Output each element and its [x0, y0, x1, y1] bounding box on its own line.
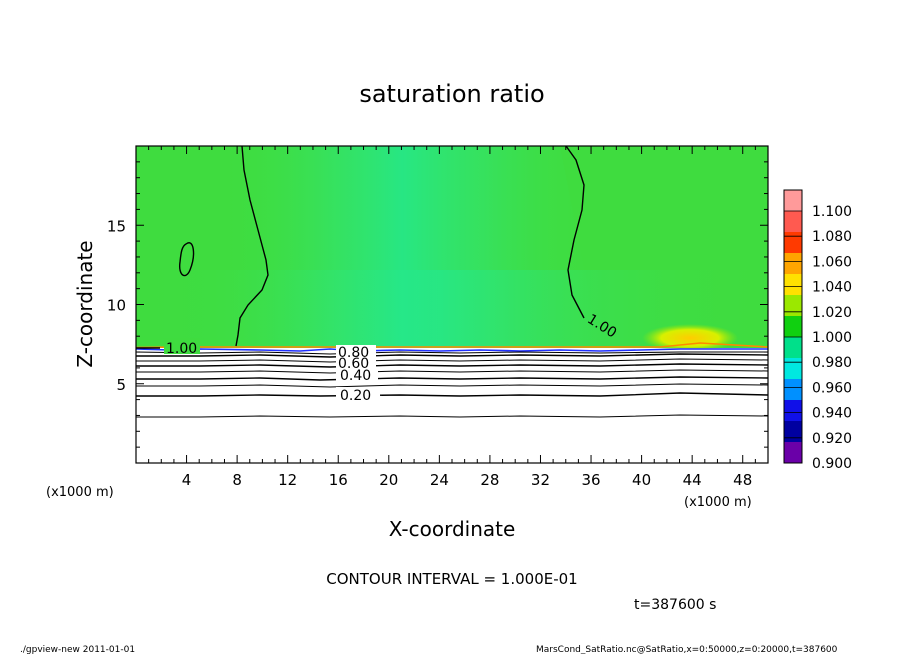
x-tick-label: 48: [733, 471, 752, 489]
contour-label-bg: [164, 338, 200, 354]
x-tick-label: 16: [329, 471, 348, 489]
colorbar-swatch: [784, 421, 802, 443]
x-tick-label: 36: [581, 471, 600, 489]
lower-dry-zone: [136, 349, 768, 463]
contour-1.00-right: [565, 145, 585, 319]
interface-blue: [135, 348, 768, 352]
colorbar-label: 1.080: [812, 229, 852, 245]
contour-0.50: [136, 369, 769, 374]
colorbar-label: 0.900: [812, 456, 852, 472]
colorbar-swatch: [784, 274, 802, 296]
contour-0.30: [136, 383, 769, 388]
contour-label: 0.60: [338, 356, 369, 372]
contour-label: 0.80: [338, 345, 369, 361]
x-tick-label: 8: [232, 471, 242, 489]
contour-0.90: [135, 351, 768, 355]
y-tick-label: 5: [116, 376, 126, 394]
colorbar-swatch: [784, 358, 802, 380]
warm-spot: [642, 324, 738, 352]
contour-1.00-left: [235, 145, 269, 347]
colorbar-label: 0.940: [812, 406, 852, 422]
x-tick-label: 24: [430, 471, 449, 489]
contour-label-bg: [336, 387, 380, 401]
x-tick-label: 32: [531, 471, 550, 489]
x-tick-label: 44: [683, 471, 702, 489]
contour-0.70: [136, 358, 769, 363]
x-axis-label: X-coordinate: [389, 517, 516, 541]
colorbar-label: 1.040: [812, 280, 852, 296]
contour-label-bg: [336, 369, 378, 381]
time-text: t=387600 s: [634, 597, 716, 613]
colorbar-swatch: [784, 253, 802, 275]
colorbar-label: 1.060: [812, 254, 852, 270]
contour-label: 1.00: [166, 341, 197, 357]
x-tick-label: 12: [278, 471, 297, 489]
colorbar-swatch: [784, 232, 802, 254]
y-axis-ticks: 5 10 15: [107, 161, 768, 448]
contour-label: 0.40: [340, 368, 371, 384]
x-tick-label: 20: [379, 471, 398, 489]
y-tick-label: 15: [107, 217, 126, 235]
contour-0.10: [136, 414, 769, 418]
contour-0.60: [136, 363, 769, 368]
contour-0.20: [136, 392, 769, 397]
colorbar-swatch: [784, 316, 802, 338]
x-axis-ticks: 4 8 12 16 20 24 28 32 36 40 44 48: [148, 146, 756, 489]
contour-label-group: 1.00 1.00 0.80 0.60 0.40 0.20: [164, 311, 619, 404]
colorbar-swatch: [784, 400, 802, 422]
contour-1.00-loop: [178, 242, 195, 277]
colorbar-swatch: [784, 379, 802, 401]
footer-left: ./gpview-new 2011-01-01: [20, 645, 135, 654]
x-tick-label: 28: [480, 471, 499, 489]
colorbar: 1.100 1.080 1.060 1.040 1.020 1.000 0.980 0.960…: [783, 189, 852, 472]
x-unit-left: (x1000 m): [46, 485, 114, 500]
colorbar-swatch: [784, 295, 802, 317]
contour-0.80: [136, 353, 769, 358]
colorbar-label: 1.100: [812, 204, 852, 220]
colorbar-swatch: [784, 337, 802, 359]
colorbar-label: 1.020: [812, 305, 852, 321]
colorbar-swatch: [784, 442, 802, 464]
x-unit-right: (x1000 m): [684, 495, 752, 510]
y-axis-label: Z-coordinate: [73, 240, 97, 367]
contour-0.40: [136, 376, 769, 381]
footer-right: MarsCond_SatRatio.nc@SatRatio,x=0:50000,…: [536, 645, 838, 654]
x-tick-label: 40: [632, 471, 651, 489]
contour-label: 0.20: [340, 388, 371, 404]
colorbar-label: 1.000: [812, 330, 852, 346]
contour-interval-text: CONTOUR INTERVAL = 1.000E-01: [326, 570, 577, 588]
colorbar-swatch: [784, 211, 802, 233]
colorbar-label: 0.960: [812, 380, 852, 396]
y-tick-label: 10: [107, 297, 126, 315]
x-tick-label: 4: [182, 471, 192, 489]
colorbar-swatch: [784, 190, 802, 212]
colorbar-label: 0.980: [812, 355, 852, 371]
chart-title: saturation ratio: [359, 80, 544, 108]
colorbar-label: 0.920: [812, 431, 852, 447]
contour-lines: [135, 145, 769, 418]
